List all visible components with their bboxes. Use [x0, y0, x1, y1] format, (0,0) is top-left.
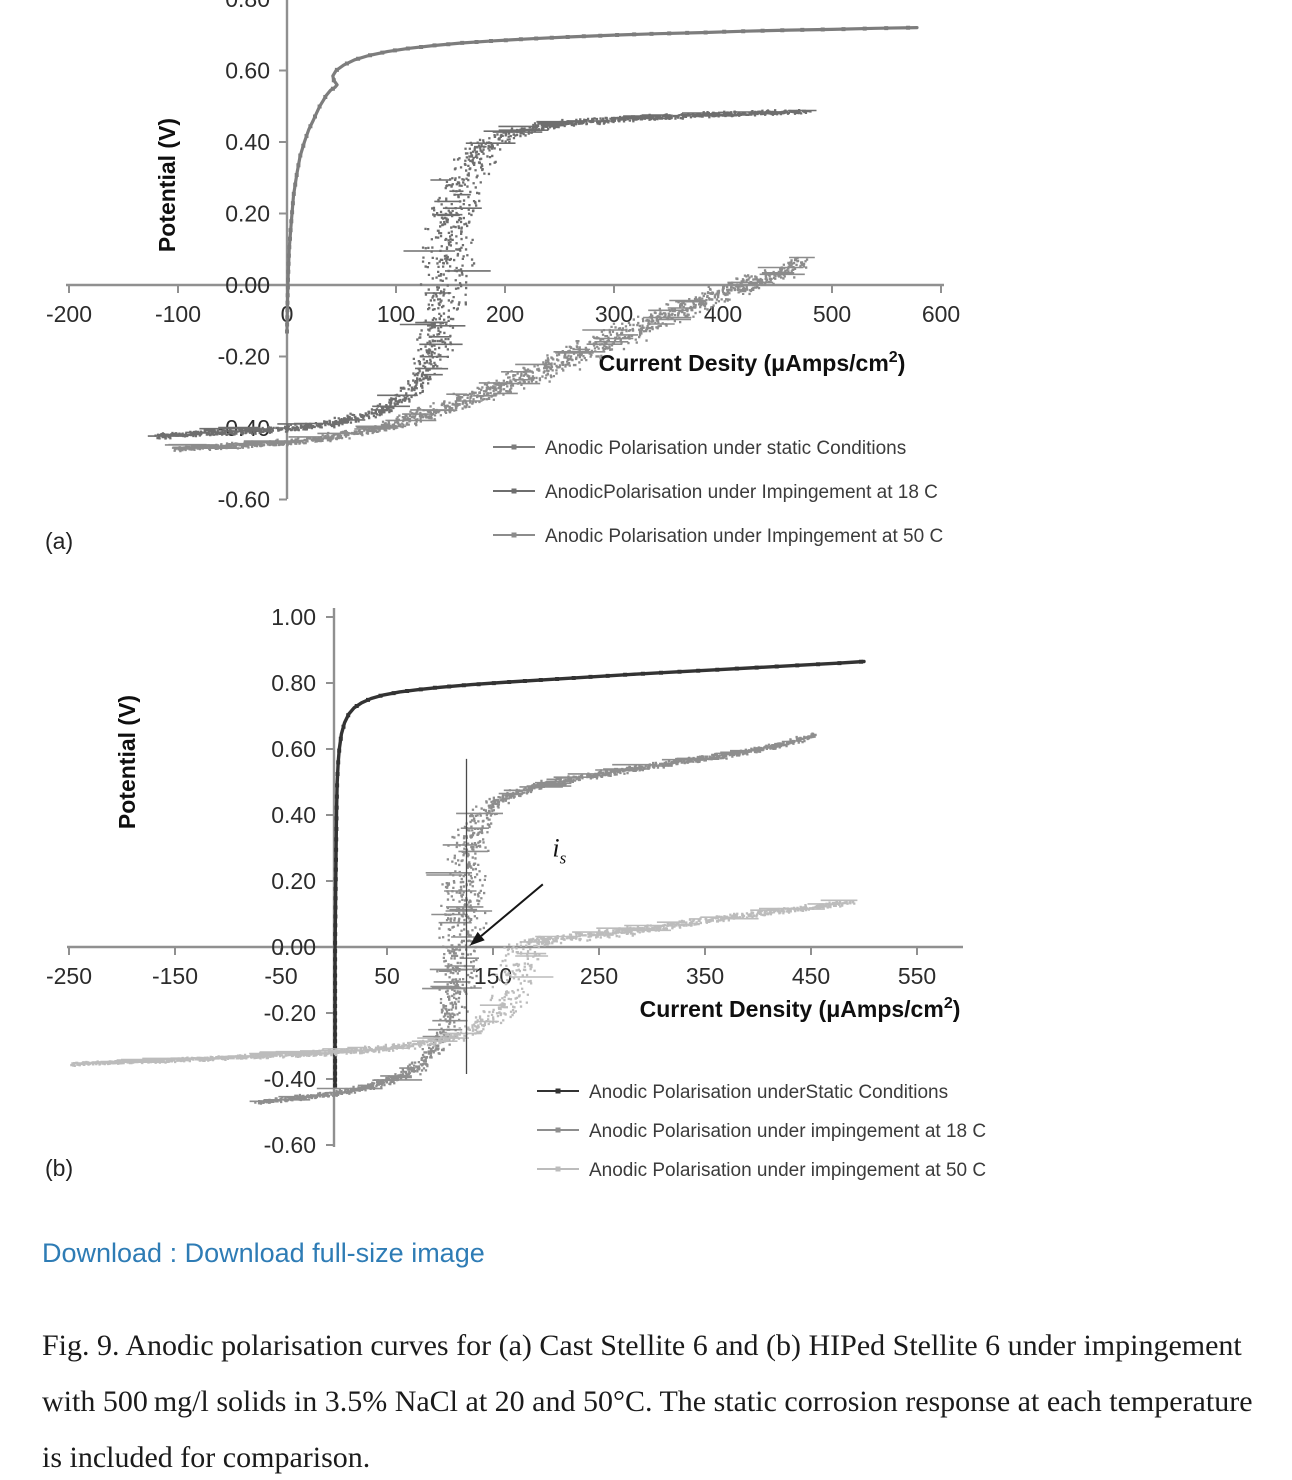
svg-text:Current Desity (μAmps/cm2): Current Desity (μAmps/cm2) [599, 349, 906, 376]
download-full-size-link[interactable]: Download full-size image [184, 1238, 485, 1268]
svg-text:350: 350 [686, 963, 724, 989]
download-link[interactable]: Download [42, 1238, 163, 1268]
svg-text:-0.60: -0.60 [264, 1132, 316, 1158]
svg-text:150: 150 [474, 963, 512, 989]
panel-label-a: (a) [45, 528, 74, 554]
series-line-marker-icon [536, 1162, 580, 1180]
legend-label: Anodic Polarisation under impingement at… [589, 1160, 987, 1181]
svg-text:500: 500 [813, 301, 851, 327]
series-line-marker-icon [492, 528, 536, 546]
svg-text:0.00: 0.00 [225, 272, 270, 298]
legend-chart-b: Anodic Polarisation underStatic Conditio… [536, 1082, 986, 1182]
svg-text:0.40: 0.40 [271, 802, 316, 828]
series-line-marker-icon [492, 440, 536, 458]
legend-label: Anodic Polarisation under impingement at… [589, 1121, 987, 1142]
svg-text:0.80: 0.80 [225, 0, 270, 12]
legend-item: Anodic Polarisation under static Conditi… [492, 438, 943, 460]
svg-text:-0.60: -0.60 [218, 487, 270, 513]
svg-text:0.20: 0.20 [271, 868, 316, 894]
svg-text:0.60: 0.60 [271, 736, 316, 762]
legend-label: Anodic Polarisation under Impingement at… [545, 526, 944, 547]
svg-text:100: 100 [377, 301, 415, 327]
panel-label-b: (b) [45, 1155, 74, 1181]
legend-item: Anodic Polarisation underStatic Conditio… [536, 1082, 986, 1104]
legend-item: Anodic Polarisation under impingement at… [536, 1160, 986, 1182]
series-line-marker-icon [492, 484, 536, 502]
legend-label: AnodicPolarisation under Impingement at … [545, 482, 938, 503]
svg-text:-250: -250 [46, 963, 92, 989]
legend-label: Anodic Polarisation underStatic Conditio… [589, 1082, 949, 1103]
legend-item: Anodic Polarisation under impingement at… [536, 1121, 986, 1143]
svg-text:Potential (V): Potential (V) [114, 695, 140, 829]
svg-text:0.40: 0.40 [225, 129, 270, 155]
svg-text:200: 200 [486, 301, 524, 327]
svg-text:-150: -150 [152, 963, 198, 989]
svg-text:550: 550 [898, 963, 936, 989]
figure-caption: Fig. 9. Anodic polarisation curves for (… [42, 1329, 1253, 1474]
polarisation-charts: -200 -100 0 100 200 300 400 500 600 0.80 0.60 0.40 0… [46, 0, 963, 1158]
svg-text:0: 0 [281, 301, 294, 327]
svg-text:is: is [552, 833, 566, 867]
svg-text:-200: -200 [46, 301, 92, 327]
download-links: Download : Download full-size image [42, 1238, 485, 1269]
svg-text:Current Density (μAmps/cm2): Current Density (μAmps/cm2) [640, 995, 961, 1022]
svg-text:-0.40: -0.40 [218, 415, 270, 441]
svg-text:1.00: 1.00 [271, 604, 316, 630]
legend-label: Anodic Polarisation under static Conditi… [545, 438, 907, 459]
svg-text:50: 50 [374, 963, 400, 989]
svg-text:-0.20: -0.20 [218, 344, 270, 370]
series-line-marker-icon [536, 1123, 580, 1141]
svg-text:250: 250 [580, 963, 618, 989]
legend-item: Anodic Polarisation under Impingement at… [492, 526, 943, 548]
svg-text:300: 300 [595, 301, 633, 327]
legend-chart-a: Anodic Polarisation under static Conditi… [492, 438, 943, 548]
svg-text:0.00: 0.00 [271, 934, 316, 960]
svg-text:0.60: 0.60 [225, 58, 270, 84]
legend-item: AnodicPolarisation under Impingement at … [492, 482, 943, 504]
svg-text:Potential (V): Potential (V) [154, 118, 180, 252]
svg-text:600: 600 [922, 301, 960, 327]
svg-text:-100: -100 [155, 301, 201, 327]
svg-text:-50: -50 [264, 963, 297, 989]
download-separator: : [162, 1238, 185, 1268]
svg-text:-0.20: -0.20 [264, 1000, 316, 1026]
svg-text:-0.40: -0.40 [264, 1066, 316, 1092]
series-line-marker-icon [536, 1084, 580, 1102]
svg-text:0.20: 0.20 [225, 201, 270, 227]
svg-text:450: 450 [792, 963, 830, 989]
svg-text:0.80: 0.80 [271, 670, 316, 696]
svg-text:400: 400 [704, 301, 742, 327]
